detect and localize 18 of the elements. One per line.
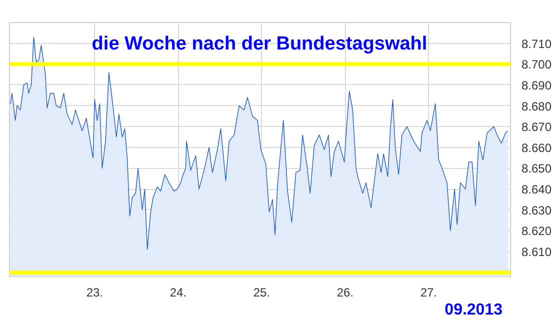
y-tick-label: 8.650 [522, 162, 552, 176]
y-tick-label: 8.660 [522, 140, 552, 155]
y-tick-label: 8.630 [522, 203, 552, 218]
y-tick-label: 8.680 [522, 99, 552, 114]
y-tick-label: 8.670 [522, 120, 552, 134]
text: die Woche nach der Bundestagswahl [92, 34, 428, 54]
y-tick-label: 8.610 [522, 245, 552, 260]
y-tick-label: 8.640 [522, 182, 552, 197]
x-tick-label: 26. [336, 286, 354, 300]
x-tick-label: 24. [170, 286, 187, 300]
x-tick-label: 25. [253, 286, 270, 300]
y-tick-label: 8.700 [522, 58, 552, 72]
x-tick-label: 23. [86, 286, 104, 300]
text: 09.2013 [444, 302, 503, 318]
x-tick-label: 27. [420, 286, 438, 300]
y-tick-label: 8.620 [522, 224, 552, 238]
y-tick-label: 8.710 [522, 36, 552, 51]
y-tick-label: 8.690 [522, 78, 552, 92]
